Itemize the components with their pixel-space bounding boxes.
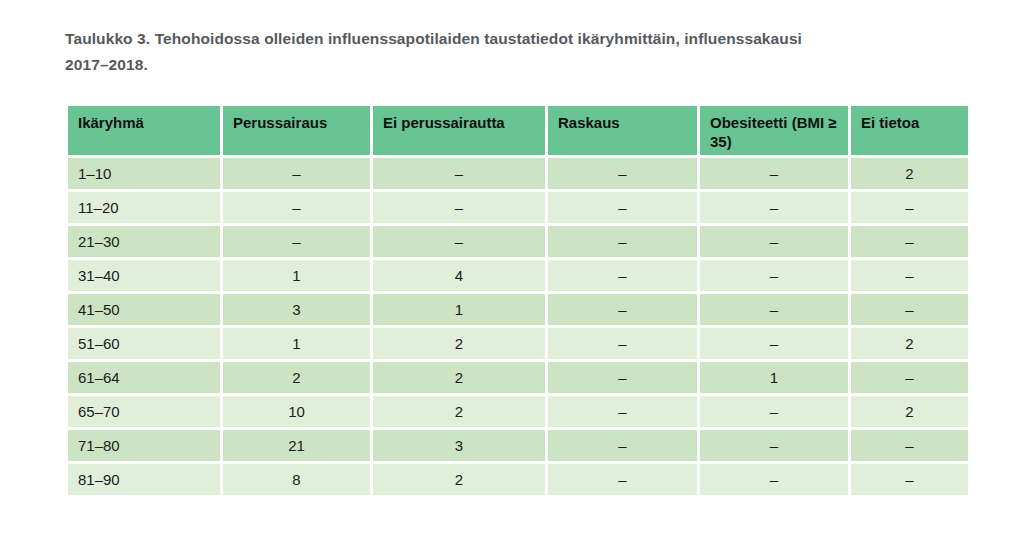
age-group-cell: 81–90 [68, 464, 220, 495]
value-cell: 2 [851, 328, 968, 359]
age-group-cell: 11–20 [68, 192, 220, 223]
value-cell: – [851, 430, 968, 461]
age-group-cell: 71–80 [68, 430, 220, 461]
column-header-obesiteetti: Obesiteetti (BMI ≥ 35) [700, 106, 848, 155]
table-header: Ikäryhmä Perussairaus Ei perussairautta … [68, 106, 968, 155]
table-row: 71–80213––– [68, 430, 968, 461]
value-cell: – [700, 328, 848, 359]
table-row: 11–20––––– [68, 192, 968, 223]
value-cell: 2 [373, 396, 545, 427]
value-cell: – [548, 294, 697, 325]
column-header-ei-perussairautta: Ei perussairautta [373, 106, 545, 155]
table-row: 21–30––––– [68, 226, 968, 257]
table-row: 1–10––––2 [68, 158, 968, 189]
value-cell: 2 [851, 396, 968, 427]
value-cell: – [851, 226, 968, 257]
age-group-cell: 51–60 [68, 328, 220, 359]
value-cell: 21 [223, 430, 370, 461]
age-group-cell: 31–40 [68, 260, 220, 291]
value-cell: – [223, 226, 370, 257]
value-cell: – [548, 362, 697, 393]
value-cell: – [851, 464, 968, 495]
value-cell: – [700, 158, 848, 189]
table-caption-line-1: Taulukko 3. Tehohoidossa olleiden influe… [65, 26, 985, 52]
value-cell: – [373, 192, 545, 223]
value-cell: – [548, 192, 697, 223]
age-group-cell: 61–64 [68, 362, 220, 393]
value-cell: – [700, 464, 848, 495]
value-cell: – [548, 464, 697, 495]
age-group-cell: 21–30 [68, 226, 220, 257]
column-header-ikaryhma: Ikäryhmä [68, 106, 220, 155]
column-header-raskaus: Raskaus [548, 106, 697, 155]
value-cell: 1 [373, 294, 545, 325]
value-cell: 4 [373, 260, 545, 291]
value-cell: – [700, 294, 848, 325]
value-cell: – [223, 158, 370, 189]
age-group-cell: 41–50 [68, 294, 220, 325]
value-cell: – [223, 192, 370, 223]
value-cell: – [700, 430, 848, 461]
value-cell: – [548, 158, 697, 189]
value-cell: – [851, 260, 968, 291]
table-row: 65–70102––2 [68, 396, 968, 427]
value-cell: 8 [223, 464, 370, 495]
value-cell: 1 [223, 260, 370, 291]
value-cell: – [700, 396, 848, 427]
value-cell: – [548, 226, 697, 257]
value-cell: – [700, 192, 848, 223]
table-caption-line-2: 2017–2018. [65, 52, 985, 78]
value-cell: – [851, 294, 968, 325]
value-cell: 2 [851, 158, 968, 189]
value-cell: 1 [700, 362, 848, 393]
value-cell: 10 [223, 396, 370, 427]
value-cell: – [700, 226, 848, 257]
table-row: 81–9082––– [68, 464, 968, 495]
value-cell: 1 [223, 328, 370, 359]
value-cell: 2 [373, 362, 545, 393]
age-group-cell: 1–10 [68, 158, 220, 189]
background-data-table: Ikäryhmä Perussairaus Ei perussairautta … [65, 103, 971, 498]
value-cell: – [373, 226, 545, 257]
table-header-row: Ikäryhmä Perussairaus Ei perussairautta … [68, 106, 968, 155]
value-cell: 2 [223, 362, 370, 393]
table-row: 61–6422–1– [68, 362, 968, 393]
document-page: Taulukko 3. Tehohoidossa olleiden influe… [0, 0, 1021, 540]
table-row: 41–5031––– [68, 294, 968, 325]
value-cell: – [548, 260, 697, 291]
value-cell: 2 [373, 328, 545, 359]
table-body: 1–10––––211–20–––––21–30–––––31–4014–––4… [68, 158, 968, 495]
value-cell: – [700, 260, 848, 291]
table-caption: Taulukko 3. Tehohoidossa olleiden influe… [65, 26, 985, 78]
value-cell: 2 [373, 464, 545, 495]
value-cell: – [548, 396, 697, 427]
value-cell: – [373, 158, 545, 189]
value-cell: – [851, 362, 968, 393]
value-cell: 3 [223, 294, 370, 325]
value-cell: – [548, 430, 697, 461]
table-row: 51–6012––2 [68, 328, 968, 359]
column-header-ei-tietoa: Ei tietoa [851, 106, 968, 155]
age-group-cell: 65–70 [68, 396, 220, 427]
table-row: 31–4014––– [68, 260, 968, 291]
value-cell: 3 [373, 430, 545, 461]
value-cell: – [548, 328, 697, 359]
column-header-perussairaus: Perussairaus [223, 106, 370, 155]
value-cell: – [851, 192, 968, 223]
